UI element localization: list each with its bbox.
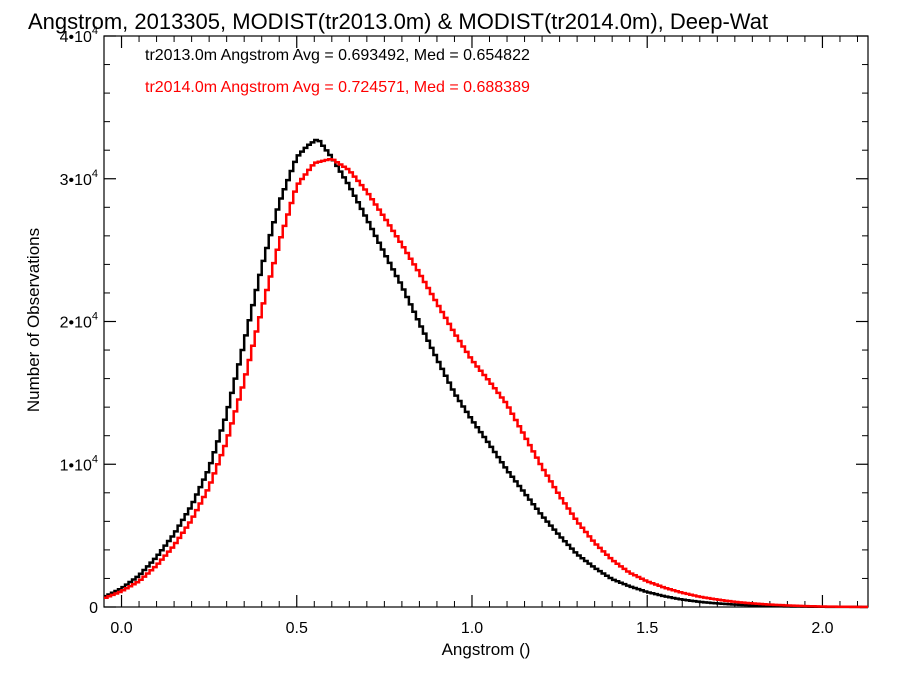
series-line-tr2013 bbox=[104, 138, 868, 609]
y-tick-label-base: 4•10 bbox=[60, 29, 92, 46]
x-tick-label: 2.0 bbox=[811, 620, 833, 637]
y-tick-label-exponent: 4 bbox=[92, 453, 98, 465]
x-axis-label: Angstrom () bbox=[442, 640, 531, 659]
y-tick-label-base: 3•10 bbox=[60, 172, 92, 189]
y-tick-label: 3•104 bbox=[60, 168, 98, 189]
y-tick-label-base: 1•10 bbox=[60, 457, 92, 474]
legend-entry-tr2013: tr2013.0m Angstrom Avg = 0.693492, Med =… bbox=[145, 47, 530, 64]
plot-frame bbox=[103, 35, 869, 608]
chart-title: Angstrom, 2013305, MODIST(tr2013.0m) & M… bbox=[28, 9, 768, 34]
y-tick-label-exponent: 4 bbox=[92, 25, 98, 37]
y-axis-label: Number of Observations bbox=[24, 228, 43, 412]
x-tick-label: 1.0 bbox=[461, 620, 483, 637]
y-tick-label: 4•104 bbox=[60, 25, 98, 46]
x-tick-label: 0.5 bbox=[286, 620, 308, 637]
y-tick-label-base: 0 bbox=[89, 600, 98, 617]
y-tick-label: 0 bbox=[89, 600, 98, 617]
y-tick-label-exponent: 4 bbox=[92, 168, 98, 180]
y-tick-label-base: 2•10 bbox=[60, 315, 92, 332]
y-tick-label: 1•104 bbox=[60, 453, 98, 474]
legend-entry-tr2014: tr2014.0m Angstrom Avg = 0.724571, Med =… bbox=[145, 79, 530, 96]
x-tick-label: 1.5 bbox=[636, 620, 658, 637]
x-tick-label: 0.0 bbox=[110, 620, 132, 637]
series-line-tr2014 bbox=[104, 157, 868, 609]
y-tick-label: 2•104 bbox=[60, 311, 98, 332]
y-tick-label-exponent: 4 bbox=[92, 311, 98, 323]
